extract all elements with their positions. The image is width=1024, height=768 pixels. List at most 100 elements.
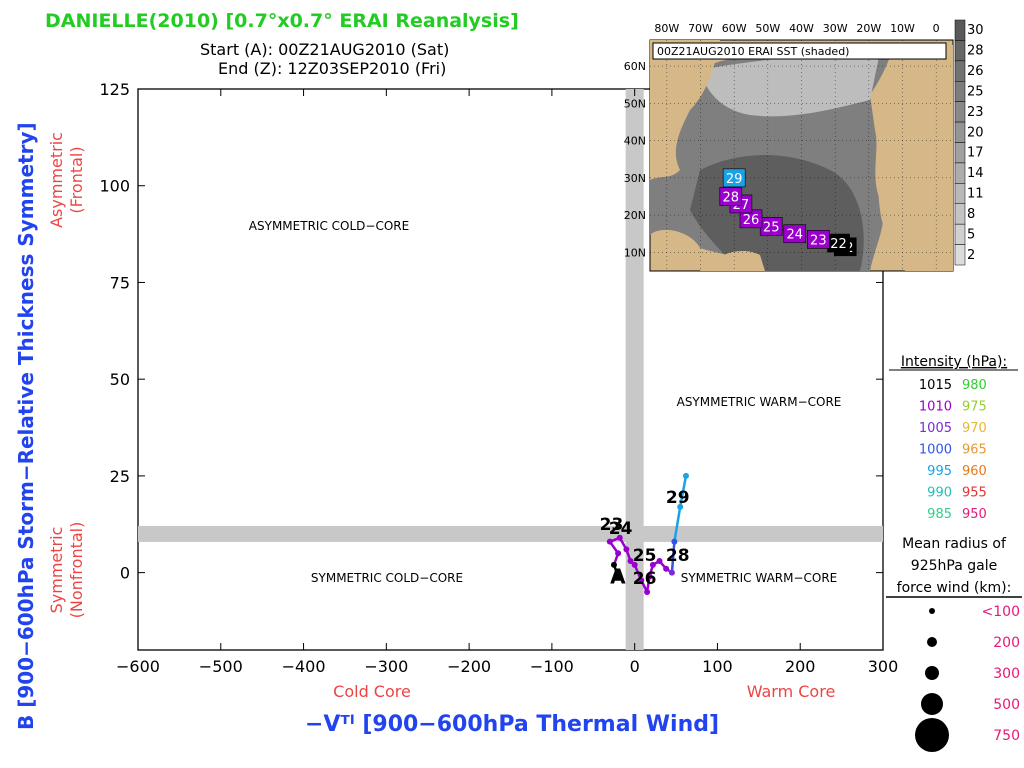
x-tick-label: 100 bbox=[702, 657, 733, 676]
y-tick-label: 50 bbox=[110, 370, 130, 389]
sst-colorbar-cell bbox=[954, 121, 966, 143]
inset-lat-label: 30N bbox=[624, 172, 646, 185]
day-label: 23 bbox=[600, 515, 624, 535]
x-tick-label: −300 bbox=[364, 657, 408, 676]
intensity-right: 965 bbox=[962, 443, 987, 458]
intensity-legend: 1015 980 1010 975 1005 970 1000 965 995 960 990 955… bbox=[919, 378, 987, 522]
track-point bbox=[646, 573, 653, 580]
sst-colorbar-cell bbox=[954, 60, 966, 82]
sst-colorbar-cell bbox=[954, 19, 966, 41]
inset-lon-label: 0 bbox=[933, 22, 940, 35]
sst-colorbar-cell bbox=[954, 162, 966, 184]
track-point bbox=[656, 558, 663, 565]
track-point bbox=[663, 565, 670, 572]
sst-colorbar-label: 11 bbox=[967, 187, 984, 202]
intensity-right: 960 bbox=[962, 464, 987, 479]
track-point bbox=[682, 472, 689, 479]
inset-track-day: 29 bbox=[726, 172, 743, 187]
end-time: End (Z): 12Z03SEP2010 (Fri) bbox=[218, 59, 446, 78]
radius-label: <100 bbox=[982, 604, 1020, 620]
intensity-right: 950 bbox=[962, 507, 987, 522]
radius-label: 750 bbox=[993, 728, 1020, 744]
intensity-title: Intensity (hPa): bbox=[901, 354, 1007, 370]
sst-colorbar-label: 8 bbox=[967, 207, 975, 222]
sst-colorbar-cell bbox=[954, 81, 966, 102]
y-tick-label: 25 bbox=[110, 467, 130, 486]
intensity-left: 1015 bbox=[919, 378, 952, 393]
inset-north-america bbox=[650, 40, 720, 180]
track-point bbox=[644, 588, 651, 595]
track-point bbox=[616, 534, 623, 541]
horizontal-zero-band bbox=[138, 525, 883, 542]
track-point bbox=[677, 503, 684, 510]
inset-track-box bbox=[719, 187, 743, 206]
sst-colorbar-cell bbox=[954, 142, 966, 164]
radius-label: 200 bbox=[993, 635, 1020, 651]
radius-dot bbox=[921, 693, 943, 715]
y-bottom-label-2: (Nonfrontal) bbox=[67, 522, 86, 619]
sst-colorbar-label: 26 bbox=[967, 64, 984, 79]
axis-ticks: −600 −500 −400 −300 −200 −100 0 100 200 300 0 25 50 7… bbox=[99, 80, 898, 676]
x-tick-label: 300 bbox=[868, 657, 899, 676]
intensity-left: 995 bbox=[927, 464, 952, 479]
inset-lon-label: 70W bbox=[688, 22, 713, 35]
x-right-label: Warm Core bbox=[747, 682, 836, 701]
inset-track: 222223242526272829 bbox=[719, 168, 857, 257]
track-point bbox=[623, 546, 630, 553]
track-point bbox=[606, 538, 613, 545]
inset-label-box bbox=[652, 42, 947, 60]
intensity-left: 985 bbox=[927, 507, 952, 522]
track-point bbox=[631, 561, 638, 568]
quadrant-asym-cold: ASYMMETRIC COLD−CORE bbox=[249, 219, 409, 233]
track-point bbox=[638, 577, 645, 584]
intensity-left: 1005 bbox=[919, 421, 952, 436]
track-start-marker: A bbox=[610, 564, 626, 588]
chart-title: DANIELLE(2010) [0.7°x0.7° ERAI Reanalysi… bbox=[45, 10, 519, 32]
intensity-right: 980 bbox=[962, 378, 987, 393]
inset-track-day: 24 bbox=[786, 228, 803, 243]
inset-lat-label: 40N bbox=[624, 135, 646, 148]
sst-colorbar-label: 14 bbox=[967, 166, 984, 181]
track-segment bbox=[678, 475, 688, 508]
inset-lon-label: 10W bbox=[890, 22, 915, 35]
y-tick-label: 0 bbox=[120, 564, 130, 583]
radius-dot bbox=[929, 608, 935, 614]
inset-lat-label: 50N bbox=[624, 97, 646, 110]
day-label: 24 bbox=[609, 519, 633, 539]
inset-track-day: 25 bbox=[763, 220, 780, 235]
inset-lat-label: 60N bbox=[624, 60, 646, 73]
track-segment bbox=[670, 541, 676, 573]
inset-map: 00Z21AUG2010 ERAI SST (shaded) 80W 70W 60W… bbox=[624, 19, 984, 272]
intensity-right: 955 bbox=[962, 486, 987, 501]
sst-colorbar-cell bbox=[954, 244, 966, 266]
inset-track-box bbox=[783, 224, 807, 244]
sst-colorbar-label: 5 bbox=[967, 227, 975, 242]
y-top-label-1: Asymmetric bbox=[47, 132, 66, 228]
inset-latitude-labels: 60N 50N 40N 30N 20N 10N bbox=[624, 60, 646, 259]
sst-colorbar-label: 2 bbox=[967, 248, 975, 263]
inset-track-day: 22 bbox=[830, 237, 847, 252]
start-time: Start (A): 00Z21AUG2010 (Sat) bbox=[200, 40, 449, 59]
quadrant-sym-warm: SYMMETRIC WARM−CORE bbox=[681, 571, 838, 585]
sst-colorbar-cell bbox=[954, 101, 966, 123]
vertical-zero-band bbox=[625, 89, 644, 650]
y-tick-label: 75 bbox=[110, 273, 130, 292]
track-segment bbox=[673, 506, 682, 542]
sst-colorbar-label: 30 bbox=[967, 23, 984, 38]
inset-lon-label: 60W bbox=[722, 22, 747, 35]
x-tick-label: −400 bbox=[282, 657, 326, 676]
sst-colorbar-cell bbox=[954, 203, 966, 225]
inset-south-america bbox=[700, 250, 765, 271]
track-point bbox=[615, 550, 622, 557]
radius-title-3: force wind (km): bbox=[897, 580, 1012, 596]
y-bottom-label-1: Symmetric bbox=[47, 527, 66, 614]
x-tick-label: 0 bbox=[630, 657, 640, 676]
quadrant-sym-cold: SYMMETRIC COLD−CORE bbox=[311, 571, 463, 585]
y-tick-label: 100 bbox=[99, 177, 130, 196]
x-tick-label: −100 bbox=[530, 657, 574, 676]
y-tick-label: 125 bbox=[99, 80, 130, 99]
x-tick-label: 200 bbox=[785, 657, 816, 676]
